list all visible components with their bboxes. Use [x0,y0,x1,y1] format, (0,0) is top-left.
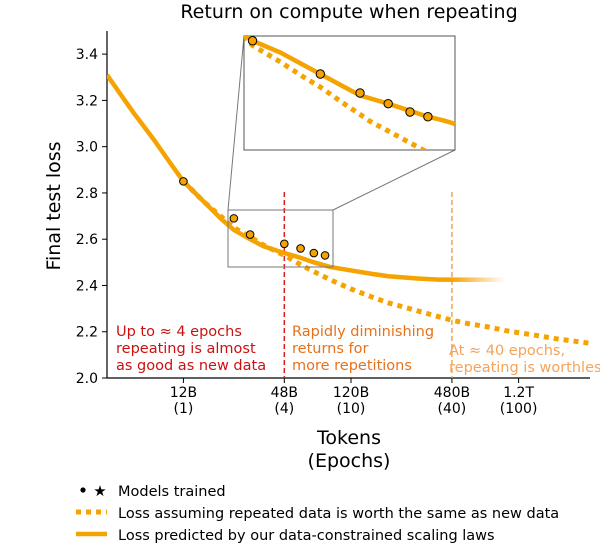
annotation-line: as good as new data [116,358,266,374]
x-tick-epochs-label: (100) [500,401,538,417]
inset-model-point [315,69,326,79]
chart-title: Return on compute when repeating [180,1,517,23]
y-tick-label: 2.0 [76,371,98,387]
annotation-diminishing-returns: Rapidly diminishing returns for more repet… [292,324,434,374]
y-tick-label: 2.4 [76,278,98,294]
series-line-data-constrained [107,73,452,282]
x-tick-label: 480B [434,385,470,401]
x-tick-label: 120B [333,385,369,401]
zoom-region-box [227,209,334,268]
annotation-line: Rapidly diminishing [292,324,434,340]
legend-marker-dot [80,487,86,493]
annotation-line: returns for [292,341,368,357]
inset-frame [243,35,456,151]
legend-marker-star: ★ [93,482,106,500]
y-tick-label: 2.8 [76,186,98,202]
legend-label: Loss predicted by our data-constrained s… [118,528,495,544]
x-tick-label: 12B [170,385,197,401]
inset-model-point [383,98,393,109]
inset-model-point [423,112,433,122]
x-tick-label: 1.2T [503,385,534,401]
inset-model-point [355,88,365,98]
y-tick-label: 3.2 [76,93,98,109]
x-axis-label: Tokens [316,427,381,449]
x-tick-label: 48B [271,385,298,401]
model-point [320,251,330,260]
model-point [245,230,255,239]
series-line-repeated-equal-new [181,179,591,346]
x-tick-epochs-label: (10) [337,401,366,417]
annotation-line: repeating is almost [116,341,256,357]
model-point [296,244,305,253]
y-tick-label: 2.6 [76,232,98,248]
annotation-4-epochs: Up to ≈ 4 epochs repeating is almost as go… [116,324,266,374]
model-point [229,214,239,223]
model-point [309,248,319,258]
x-tick-epochs-label: (1) [173,401,193,417]
series-line-data-constrained-fade [451,277,506,282]
x-tick-epochs-label: (40) [438,401,467,417]
annotation-line: repeating is worthless [449,360,600,376]
y-tick-label: 3.4 [76,47,98,63]
inset-connector [227,35,245,211]
inset-series-dotted [244,36,429,150]
annotation-40-epochs: At ≈ 40 epochs, repeating is worthless [449,343,600,376]
y-tick-label: 2.2 [76,325,98,341]
model-point [280,239,289,249]
inset-model-point [247,36,258,46]
legend: ★ Models trained Loss assuming repeated da… [76,482,559,544]
inset-connector [332,149,456,211]
annotation-line: Up to ≈ 4 epochs [116,324,242,340]
legend-label: Models trained [118,484,226,500]
inset-model-point [405,107,415,117]
annotation-line: more repetitions [292,358,412,374]
annotation-line: At ≈ 40 epochs, [449,343,565,359]
y-tick-label: 3.0 [76,140,98,156]
plot-area: 2.0 2.2 2.4 2.6 2.8 3.0 3.2 3.4 12B(1) 48B(4) 120B… [76,31,600,417]
legend-label: Loss assuming repeated data is worth the… [118,506,559,522]
x-tick-epochs-label: (4) [274,401,294,417]
x-axis-label-epochs: (Epochs) [308,450,391,472]
series-group [107,73,591,346]
model-point [179,177,188,186]
y-axis-label: Final test loss [43,141,65,270]
inset-plot [244,36,455,150]
